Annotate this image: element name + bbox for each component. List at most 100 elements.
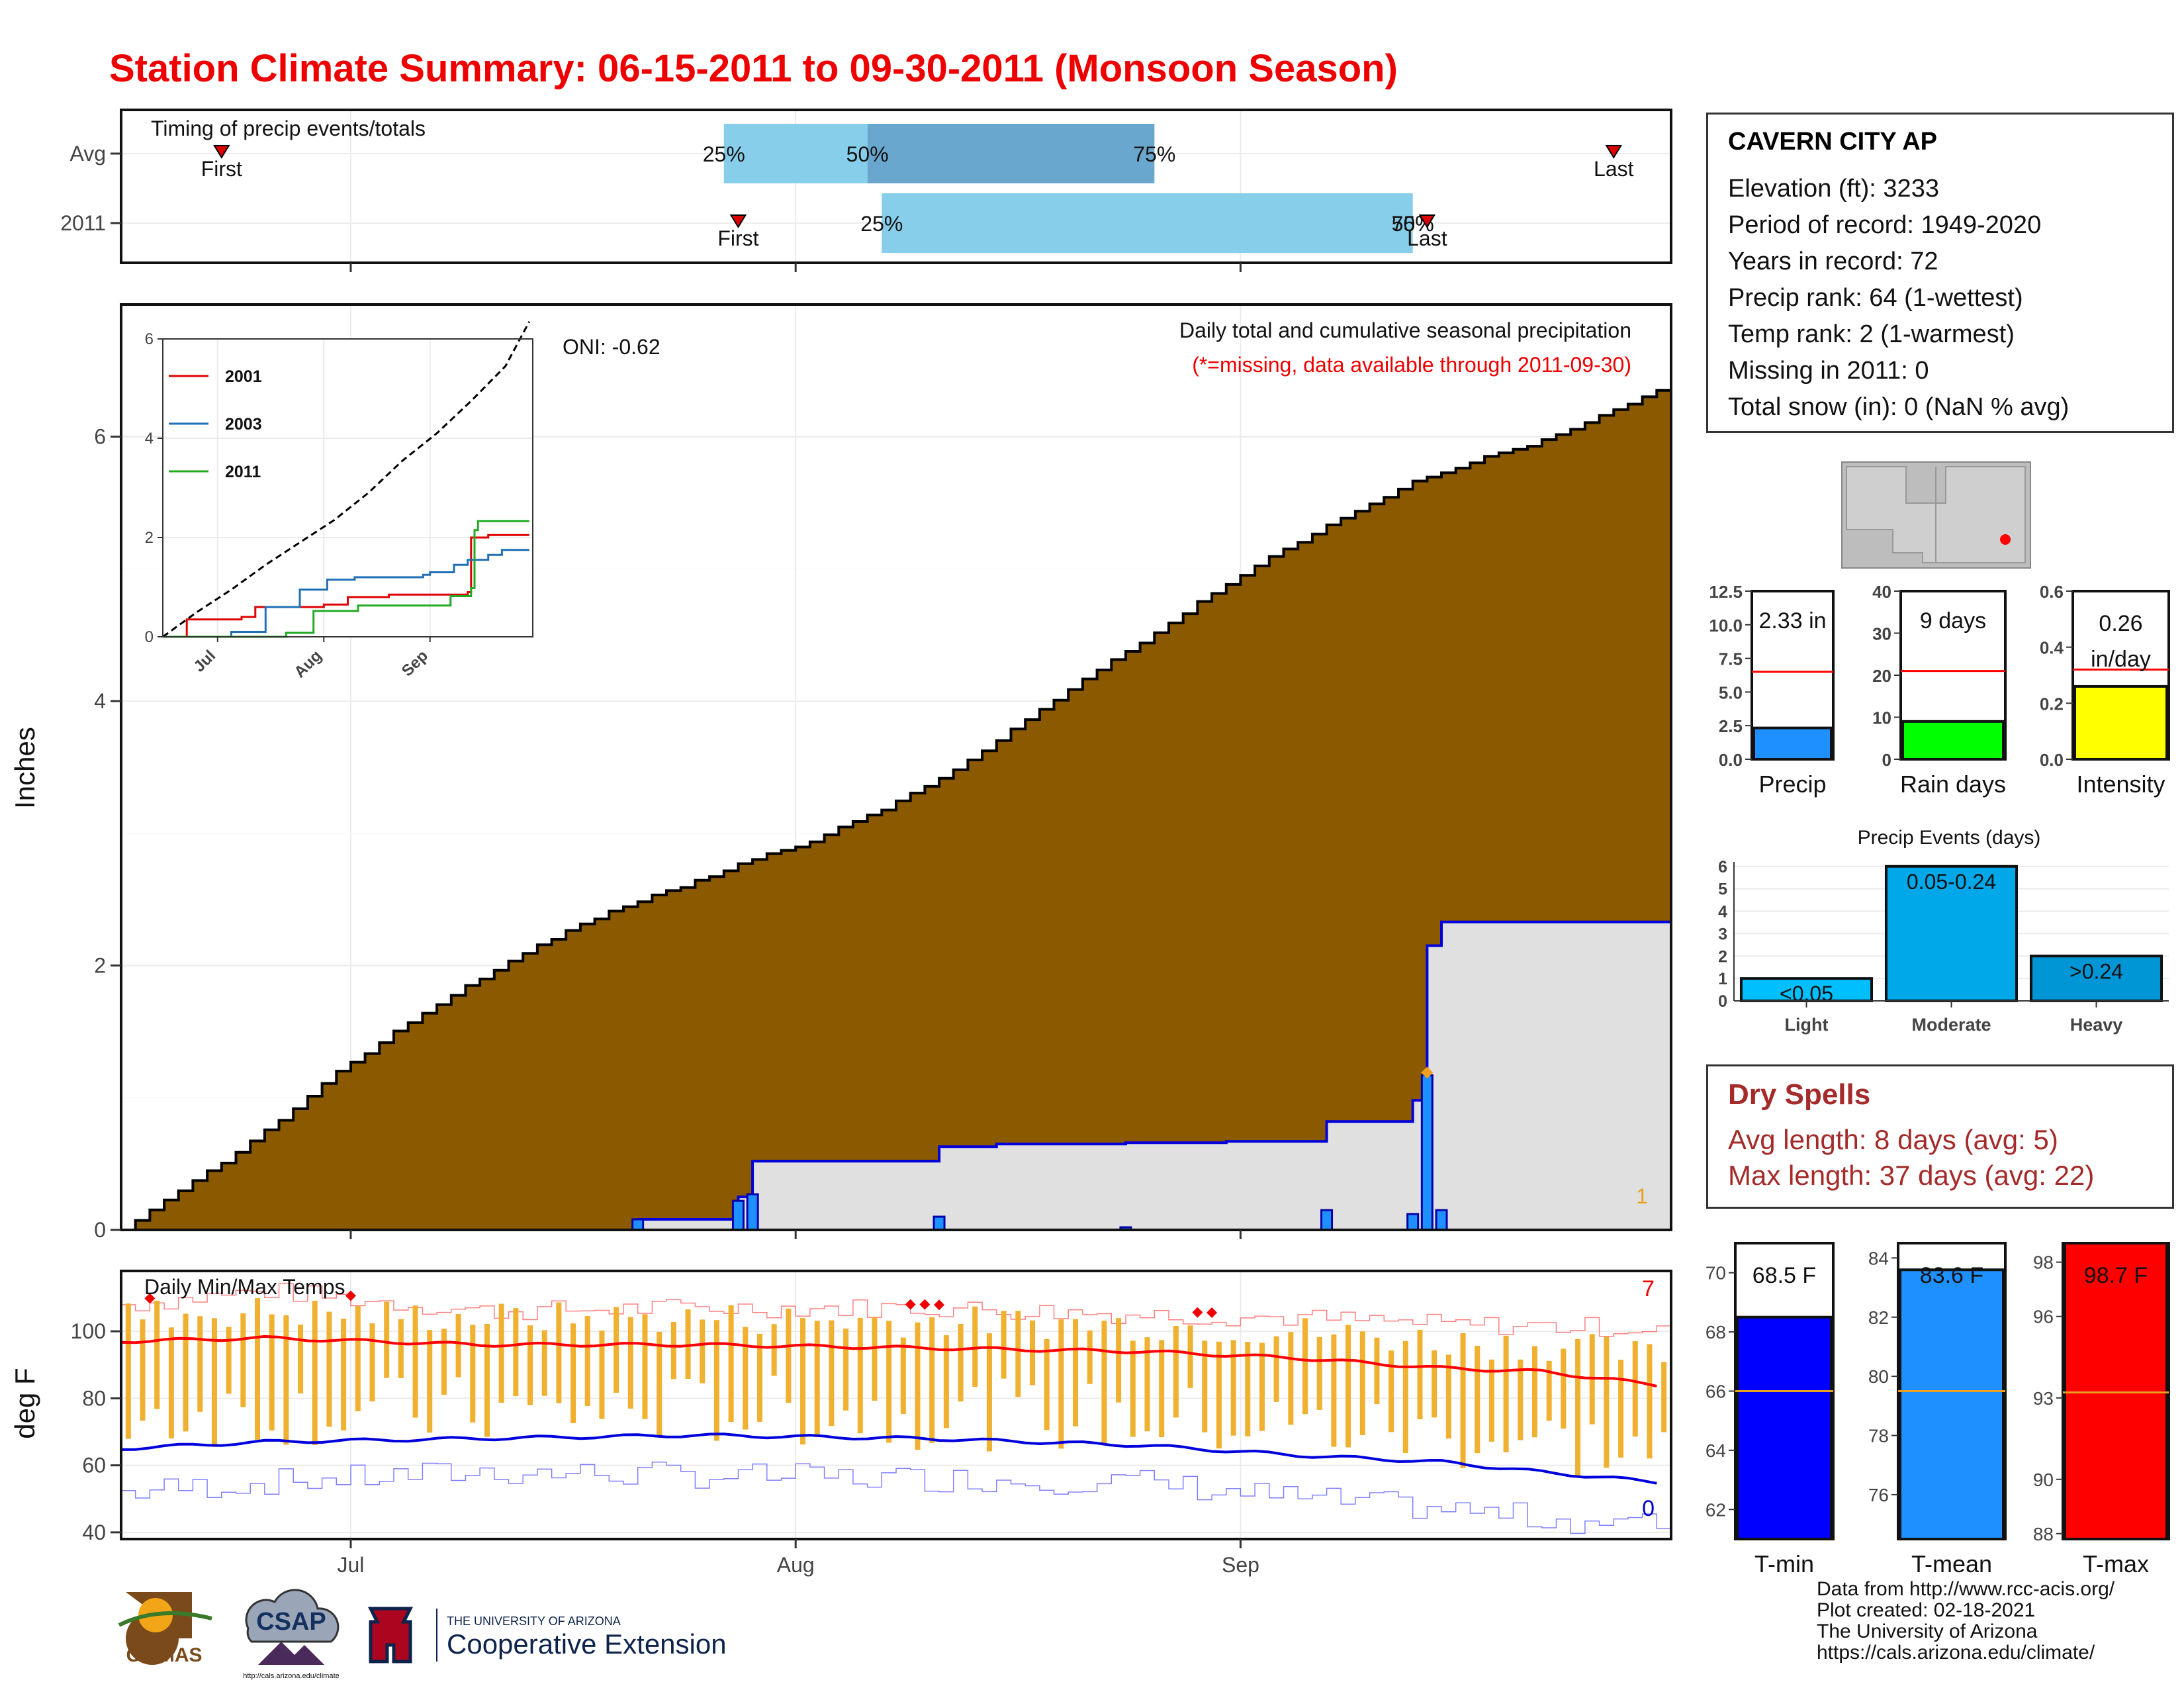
inset-frame: [162, 338, 533, 637]
rain_days-bar: [1901, 720, 2005, 761]
precip_total-bar: [1752, 726, 1833, 761]
tmax-y-tick-label: 90: [2033, 1470, 2054, 1490]
precip-title: Daily total and cumulative seasonal prec…: [1179, 318, 1631, 342]
tmin-y-tick-label: 70: [1706, 1263, 1726, 1284]
precip_total-y-tick-label: 7.5: [1719, 649, 1743, 669]
tmin-y-tick-label: 64: [1706, 1440, 1726, 1461]
daily-temp-bar: [326, 1311, 332, 1427]
daily-temp-bar: [1101, 1321, 1107, 1444]
daily-temp-bar: [240, 1313, 246, 1407]
daily-temp-bar: [800, 1318, 806, 1445]
temp-y-tick-label: 100: [71, 1319, 106, 1343]
daily-temp-bar: [1531, 1346, 1537, 1438]
daily-precip-bar: [933, 1215, 946, 1231]
daily-temp-bar: [1331, 1334, 1337, 1447]
precip-y-tick-label: 6: [94, 425, 106, 449]
daily-temp-bar: [125, 1303, 131, 1439]
record-high-line: [121, 1283, 1671, 1337]
station-years: Years in record: 72: [1728, 248, 1938, 275]
events-bar-label: 0.05-0.24: [1907, 870, 1996, 894]
events-y-tick-label: 2: [1718, 947, 1727, 966]
record-high-marker: [1206, 1307, 1218, 1319]
temp-title: Daily Min/Max Temps: [144, 1275, 345, 1299]
inset-legend-label: 2011: [225, 463, 261, 481]
precip_total-y-tick-label: 5.0: [1719, 682, 1743, 702]
daily-temp-bar: [743, 1327, 749, 1430]
record-high-count: 7: [1642, 1276, 1655, 1301]
daily-temp-bar: [872, 1317, 878, 1401]
timing-row-label: 2011: [60, 211, 106, 235]
daily-temp-bar: [140, 1319, 146, 1421]
temp-y-tick-label: 80: [82, 1386, 106, 1410]
station-temp-rank: Temp rank: 2 (1-warmest): [1728, 320, 2015, 348]
daily-temp-bar: [786, 1308, 792, 1403]
station-missing: Missing in 2011: 0: [1728, 357, 1929, 385]
tmax-y-tick-label: 98: [2033, 1252, 2054, 1273]
university-logo: THE UNIVERSITY OF ARIZONA Cooperative Ex…: [367, 1607, 727, 1664]
station-name: CAVERN CITY AP: [1728, 128, 1938, 156]
credits: Data from http://www.rcc-acis.org/ Plot …: [1817, 1579, 2115, 1664]
intensity-y-tick-label: 0.4: [2040, 638, 2064, 658]
precip-y-tick-label: 0: [94, 1218, 106, 1242]
timing-marker-label: Last: [1407, 226, 1447, 250]
daily-temp-bar: [484, 1323, 490, 1437]
daily-temp-bar: [943, 1335, 949, 1429]
daily-temp-bar: [312, 1301, 318, 1446]
daily-temp-bar: [498, 1303, 504, 1403]
tmax-category-label: T-max: [2083, 1550, 2149, 1577]
climas-logo: CLIMAS: [118, 1592, 212, 1666]
temp-panel-bg: [121, 1271, 1671, 1539]
precip-y-axis-label: Inches: [9, 727, 40, 809]
tmean-y-tick-label: 76: [1868, 1485, 1889, 1505]
daily-temp-bar: [771, 1324, 777, 1376]
ua-small-text: THE UNIVERSITY OF ARIZONA: [447, 1615, 621, 1628]
inset-legend-label: 2001: [225, 367, 262, 386]
daily-temp-bar: [570, 1323, 576, 1423]
daily-temp-bar: [1202, 1340, 1208, 1432]
daily-temp-bar: [599, 1330, 605, 1419]
daily-temp-bar: [1647, 1344, 1653, 1459]
daily-temp-bar: [670, 1322, 676, 1380]
intensity-chart: 0.0 0.2 0.4 0.6 0.26 in/day Intensity: [2040, 582, 2170, 798]
tmean-y-tick-label: 80: [1868, 1366, 1889, 1387]
timing-marker-last: [1605, 145, 1623, 159]
csap-logo-url: http://cals.arizona.edu/climate: [243, 1672, 340, 1680]
daily-temp-bar: [1388, 1350, 1394, 1432]
intensity-y-tick-label: 0.2: [2040, 694, 2064, 714]
coop-ext-text: Cooperative Extension: [447, 1628, 727, 1660]
temp-y-tick-label: 40: [82, 1521, 106, 1544]
daily-temp-bar: [283, 1315, 289, 1445]
record-high-marker: [1192, 1307, 1203, 1318]
daily-temp-bar: [1402, 1340, 1408, 1453]
tmax-y-tick-label: 88: [2033, 1524, 2054, 1544]
daily-temp-bar: [584, 1316, 590, 1406]
timing-marker-last: [1418, 214, 1436, 228]
daily-temp-bar: [541, 1330, 547, 1396]
tmax-value-label: 98.7 F: [2084, 1263, 2148, 1288]
inset-y-tick-label: 0: [145, 628, 154, 646]
station-period: Period of record: 1949-2020: [1728, 211, 2042, 239]
daily-temp-bar: [756, 1333, 762, 1422]
daily-temp-bar: [1618, 1360, 1624, 1458]
tmin-value-label: 68.5 F: [1752, 1263, 1816, 1288]
timing-bar-Avg: [867, 124, 1155, 183]
normal-max-line: [120, 1335, 1657, 1387]
daily-temp-bar: [470, 1325, 476, 1423]
inset-series-average: [162, 321, 531, 638]
inset-series-2001: [163, 534, 529, 638]
daily-temp-bar: [986, 1333, 992, 1452]
dry-spells-max: Max length: 37 days (avg: 22): [1728, 1160, 2095, 1191]
daily-temp-bar: [269, 1314, 275, 1430]
csap-logo: CSAP http://cals.arizona.edu/climate: [243, 1589, 340, 1680]
daily-temp-bar: [685, 1309, 691, 1379]
daily-temp-bar: [513, 1308, 519, 1397]
temp-x-tick-label: Sep: [1222, 1553, 1259, 1577]
daily-temp-bar: [197, 1316, 203, 1412]
timing-marker-label: First: [201, 157, 242, 181]
tmean-bar: [1899, 1268, 2005, 1540]
daily-precip-bar: [1420, 1074, 1433, 1231]
record-low-count: 0: [1642, 1496, 1655, 1521]
daily-temp-bar: [556, 1302, 562, 1403]
station-elevation: Elevation (ft): 3233: [1728, 175, 1939, 203]
avg-cumulative-area: [121, 389, 1672, 1231]
